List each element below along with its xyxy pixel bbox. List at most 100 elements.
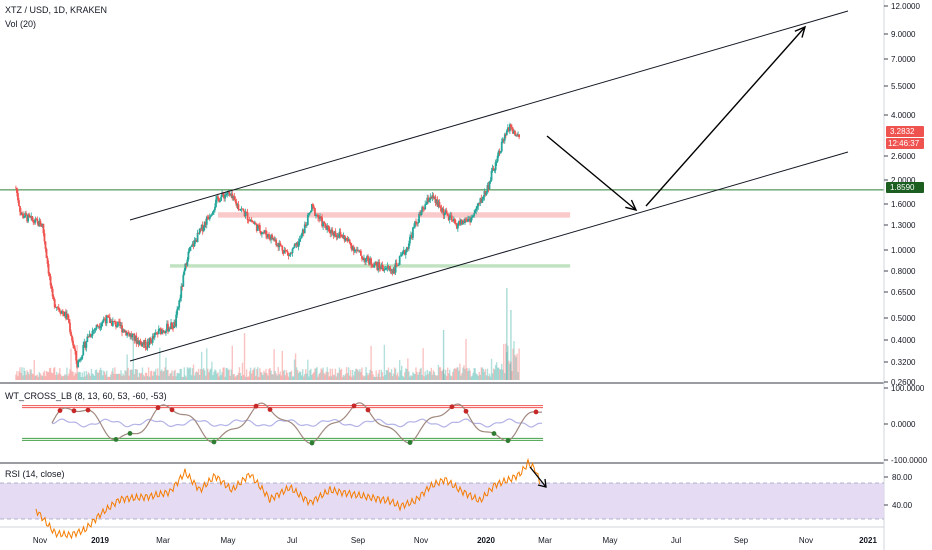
candle-body <box>448 217 451 220</box>
candle-body <box>450 215 453 221</box>
volume-bar <box>175 376 177 380</box>
volume-bar <box>134 369 137 380</box>
candle-body <box>422 207 425 209</box>
candle-body <box>340 234 343 237</box>
volume-bar <box>337 372 340 380</box>
candle-body <box>356 249 359 251</box>
price-axis-label: 0.4000 <box>891 336 916 345</box>
time-axis-label: Nov <box>799 536 813 545</box>
volume-bar <box>333 375 336 380</box>
candle-body <box>300 233 303 239</box>
volume-bar <box>326 367 328 380</box>
candle-body <box>92 330 95 332</box>
channel-upper-line[interactable] <box>129 10 849 221</box>
volume-bar <box>369 369 371 380</box>
candle-body <box>243 211 246 217</box>
candle-body <box>484 191 487 195</box>
volume-bar <box>263 370 265 380</box>
wt-cross-pane[interactable] <box>22 402 543 446</box>
volume-bar <box>368 373 370 380</box>
volume-bar <box>125 371 127 380</box>
volume-bar <box>257 367 259 380</box>
candle-body <box>418 213 420 223</box>
volume-bar <box>253 368 255 380</box>
volume-bar <box>162 371 164 380</box>
candle-body <box>477 203 480 207</box>
candle-body <box>457 221 460 225</box>
candle-body <box>200 224 203 230</box>
wt-cross-label[interactable]: WT_CROSS_LB (8, 13, 60, 53, -60, -53) <box>5 391 167 401</box>
candle-body <box>389 267 392 271</box>
volume-bar <box>205 375 207 380</box>
candle-body <box>362 258 364 260</box>
volume-bar <box>495 362 498 380</box>
volume-bar <box>156 375 158 380</box>
candle-body <box>385 268 388 270</box>
candle-body <box>380 264 383 270</box>
volume-bar <box>159 347 161 380</box>
symbol-title[interactable]: XTZ / USD, 1D, KRAKEN <box>5 5 108 15</box>
volume-bar <box>386 370 389 380</box>
time-axis-label: Mar <box>538 536 552 545</box>
candle-body <box>404 251 407 255</box>
volume-bar <box>173 370 175 380</box>
volume-bar <box>438 367 441 380</box>
volume-bar <box>77 372 79 380</box>
projection-arrows[interactable] <box>546 25 807 212</box>
candle-body <box>286 251 289 253</box>
candle-body <box>82 344 85 356</box>
volume-bar <box>467 371 469 380</box>
wt-cross-dot <box>253 403 259 409</box>
candle-body <box>324 223 327 228</box>
volume-bar <box>140 373 143 380</box>
volume-bar <box>297 372 300 380</box>
candle-body <box>46 257 49 264</box>
candle-body <box>476 206 479 209</box>
volume-label[interactable]: Vol (20) <box>5 19 37 29</box>
rsi-label[interactable]: RSI (14, close) <box>5 469 65 479</box>
volume-bar <box>306 373 308 380</box>
price-pane[interactable] <box>0 10 884 380</box>
volume-bar <box>128 375 130 380</box>
candle-body <box>459 221 461 225</box>
volume-bar <box>138 372 141 380</box>
time-axis-label: May <box>602 536 617 545</box>
candle-body <box>30 216 33 218</box>
volume-bar <box>305 369 307 380</box>
volume-bar <box>360 371 362 380</box>
volume-bar <box>227 369 229 380</box>
channel-lower-line[interactable] <box>129 151 849 362</box>
volume-bar <box>494 365 497 380</box>
candle-body <box>264 230 266 233</box>
candle-body <box>319 216 321 219</box>
time-axis[interactable]: Nov 2019 Mar May Jul Sep Nov 2020 Mar May Jul Sep No… <box>33 536 878 545</box>
rsi-axis[interactable]: 80.00 40.00 <box>884 473 913 510</box>
candle-body <box>51 288 54 297</box>
price-axis[interactable]: 12.0000 9.0000 7.0000 5.5000 4.0000 2.6000 2.0… <box>884 2 920 387</box>
candle-body <box>108 317 111 323</box>
volume-bar <box>456 367 458 380</box>
volume-bar <box>388 372 391 380</box>
candle-body <box>90 335 93 337</box>
volume-bar <box>300 375 303 380</box>
volume-bar <box>26 370 28 380</box>
volume-bar <box>131 369 133 380</box>
candle-body <box>230 193 233 196</box>
candle-body <box>315 214 317 216</box>
candle-body <box>402 250 405 252</box>
candle-body <box>436 199 439 207</box>
volume-bar <box>504 373 506 380</box>
candle-body <box>395 262 398 266</box>
volume-bar <box>472 372 474 380</box>
candle-body <box>353 250 356 252</box>
wt-axis[interactable]: 100.0000 0.0000 -100.0000 <box>884 384 928 465</box>
candle-body <box>486 185 489 193</box>
candle-body <box>295 242 298 245</box>
candle-body <box>447 215 450 220</box>
candle-body <box>505 130 508 135</box>
volume-bar <box>508 360 510 380</box>
candle-body <box>33 222 36 223</box>
candle-body <box>437 201 440 207</box>
rsi-pane[interactable] <box>0 457 884 540</box>
